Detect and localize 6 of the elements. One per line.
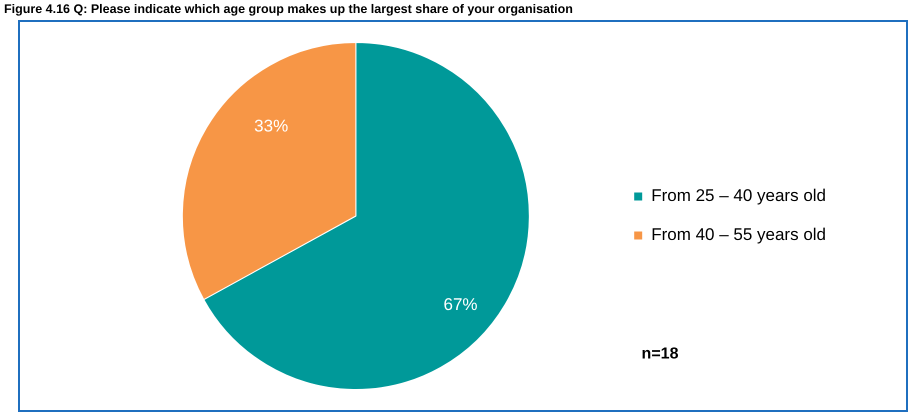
chart-title: Figure 4.16 Q: Please indicate which age group makes up the largest share of your organisation bbox=[3, 1, 574, 18]
text: n=18 bbox=[642, 345, 678, 362]
data-label: 33% bbox=[254, 116, 288, 136]
data-label: 67% bbox=[444, 294, 478, 314]
legend-label: From 40 – 55 years old bbox=[651, 225, 826, 244]
legend-label: From 25 – 40 years old bbox=[651, 186, 826, 206]
